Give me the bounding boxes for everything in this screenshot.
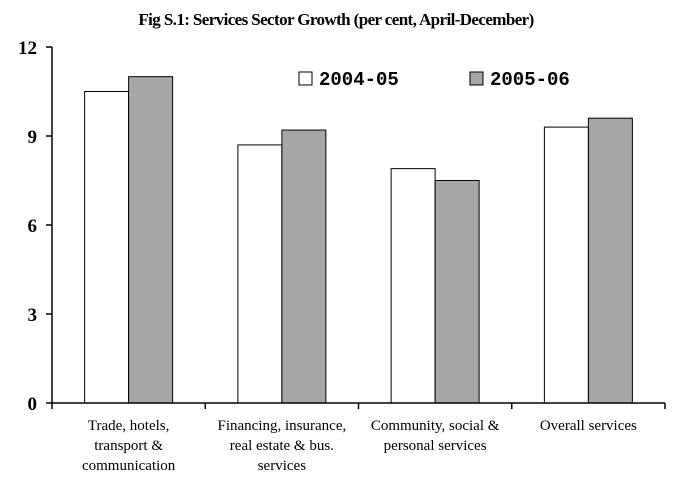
bar-2004-05-2 [391,169,435,403]
legend: 2004-05 2005-06 [299,69,570,91]
bar-2005-06-3 [588,118,632,403]
bars-layer [85,77,633,403]
x-category-label: Trade, hotels, transport & communication [82,418,176,474]
bar-2005-06-1 [282,130,326,403]
y-tick-label: 12 [18,38,37,59]
x-category-label: Financing, insurance, real estate & bus. s… [218,418,347,474]
y-tick-label: 6 [28,216,38,237]
chart-title: Fig S.1: Services Sector Growth (per cen… [138,10,533,29]
bar-2004-05-1 [238,145,282,403]
y-tick-label: 9 [28,127,38,148]
bar-2005-06-2 [435,181,479,404]
legend-label-2004-05: 2004-05 [319,69,399,91]
bar-2004-05-3 [544,127,588,403]
legend-swatch-2005-06 [470,72,483,85]
x-category-label: Community, social & personal services [371,418,500,454]
y-tick-label: 0 [28,394,38,415]
bar-2005-06-0 [129,77,173,403]
bar-2004-05-0 [85,92,129,404]
legend-swatch-2004-05 [299,72,312,85]
x-category-label: Overall services [540,418,637,434]
legend-label-2005-06: 2005-06 [490,69,570,91]
y-tick-label: 3 [28,305,38,326]
